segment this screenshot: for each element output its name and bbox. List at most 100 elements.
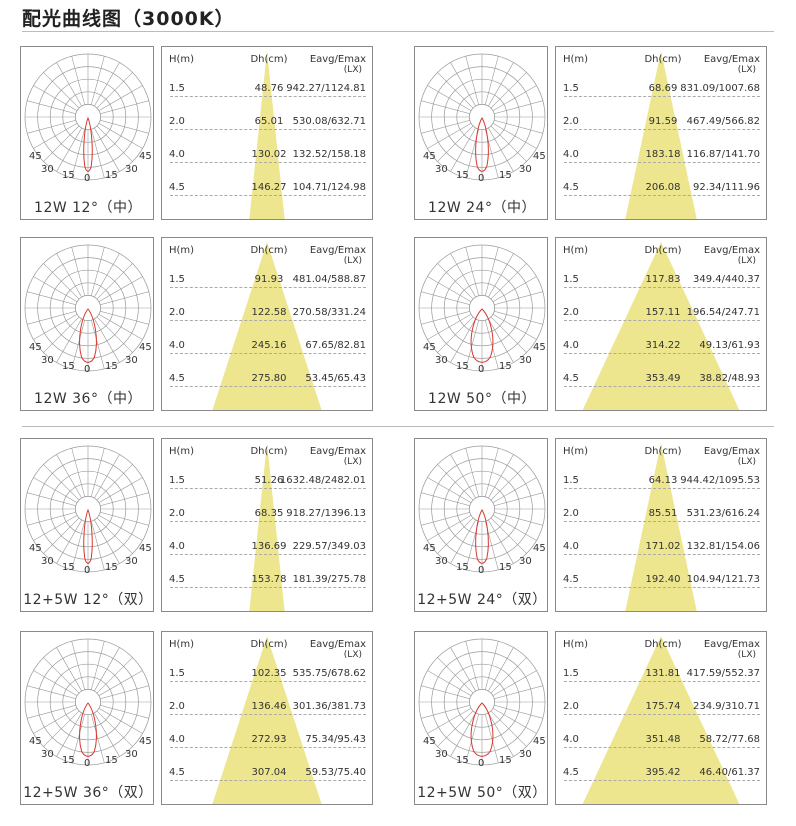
row-divider [564, 96, 760, 97]
row-height: 4.0 [563, 340, 579, 351]
row-dh: 353.49 [645, 373, 681, 384]
row-eavg: 1632.48/2482.01 [279, 475, 366, 486]
row-eavg: 301.36/381.73 [292, 701, 366, 712]
header-h: H(m) [169, 639, 195, 650]
row-eavg: 944.42/1095.53 [680, 475, 760, 486]
row-height: 4.5 [563, 373, 579, 384]
beam-cone [212, 242, 322, 410]
beam-table: H(m) Dh(cm) Eavg/Emax (LX) 1.5 117.83 349.4/44… [555, 237, 767, 411]
polar-diagram: 45 45 30 30 15 15 0 12+5W 12°（双） [20, 438, 154, 612]
beam-cone [625, 51, 697, 219]
polar-tick-label: 0 [84, 173, 90, 184]
polar-tick-label: 45 [533, 342, 546, 353]
polar-tick-label: 0 [478, 173, 484, 184]
beam-cone-shape [625, 443, 697, 611]
row-eavg: 918.27/1396.13 [286, 508, 366, 519]
header-unit: (LX) [343, 65, 362, 75]
panel-label: 12W 24°（中） [428, 200, 536, 216]
row-eavg: 38.82/48.93 [699, 373, 760, 384]
row-dh: 131.81 [645, 668, 681, 679]
beam-table: H(m) Dh(cm) Eavg/Emax (LX) 1.5 64.13 944.42/10… [555, 438, 767, 612]
row-eavg: 132.81/154.06 [686, 541, 760, 552]
row-eavg: 67.65/82.81 [305, 340, 366, 351]
header-dh: Dh(cm) [644, 54, 682, 65]
row-divider [170, 320, 366, 321]
row-dh: 183.18 [645, 149, 681, 160]
row-divider [564, 587, 760, 588]
polar-tick-label: 30 [41, 749, 54, 760]
panel-label: 12+5W 24°（双） [417, 592, 547, 608]
polar-tick-label: 15 [456, 170, 469, 181]
beam-cone-shape [249, 443, 285, 611]
polar-tick-label: 15 [499, 755, 512, 766]
candela-curve [79, 308, 97, 363]
header-unit: (LX) [737, 650, 756, 660]
row-divider [170, 780, 366, 781]
header-eavg: Eavg/Emax [309, 245, 366, 256]
beam-cone [625, 443, 697, 611]
header-unit: (LX) [737, 457, 756, 467]
row-dh: 153.78 [251, 574, 287, 585]
panel-label: 12+5W 36°（双） [23, 785, 153, 801]
polar-tick-label: 15 [62, 361, 75, 372]
row-eavg: 59.53/75.40 [305, 767, 366, 778]
polar-tick-label: 0 [84, 758, 90, 769]
polar-tick-label: 15 [456, 755, 469, 766]
header-eavg: Eavg/Emax [703, 54, 760, 65]
row-eavg: 530.08/632.71 [292, 116, 366, 127]
polar-tick-label: 45 [423, 543, 436, 554]
beam-cone-shape [625, 51, 697, 219]
header-eavg: Eavg/Emax [703, 245, 760, 256]
polar-tick-label: 45 [423, 342, 436, 353]
row-dh: 102.35 [251, 668, 287, 679]
row-eavg: 75.34/95.43 [305, 734, 366, 745]
header-eavg: Eavg/Emax [309, 446, 366, 457]
row-height: 4.0 [169, 734, 185, 745]
header-dh: Dh(cm) [644, 639, 682, 650]
row-dh: 272.93 [251, 734, 287, 745]
row-height: 2.0 [563, 701, 579, 712]
row-divider [170, 129, 366, 130]
polar-tick-label: 15 [499, 361, 512, 372]
polar-tick-label: 45 [533, 151, 546, 162]
row-divider [564, 747, 760, 748]
row-height: 1.5 [169, 475, 185, 486]
row-height: 2.0 [563, 307, 579, 318]
row-divider [564, 353, 760, 354]
row-divider [564, 681, 760, 682]
polar-tick-label: 15 [105, 361, 118, 372]
row-dh: 171.02 [645, 541, 681, 552]
panel-label: 12W 36°（中） [34, 391, 142, 407]
row-height: 4.5 [563, 182, 579, 193]
row-height: 1.5 [169, 668, 185, 679]
row-height: 4.5 [169, 574, 185, 585]
header-h: H(m) [169, 446, 195, 457]
polar-tick-label: 15 [456, 562, 469, 573]
header-dh: Dh(cm) [250, 54, 288, 65]
panel-label: 12W 50°（中） [428, 391, 536, 407]
row-eavg: 181.39/275.78 [292, 574, 366, 585]
row-divider [170, 488, 366, 489]
row-dh: 395.42 [645, 767, 681, 778]
polar-tick-label: 15 [105, 755, 118, 766]
polar-diagram: 45 45 30 30 15 15 0 12W 36°（中） [20, 237, 154, 411]
beam-table: H(m) Dh(cm) Eavg/Emax (LX) 1.5 102.35 535.75/6… [161, 631, 373, 805]
panel-label: 12W 12°（中） [34, 200, 142, 216]
row-eavg: 132.52/158.18 [292, 149, 366, 160]
row-height: 1.5 [563, 668, 579, 679]
row-dh: 175.74 [645, 701, 681, 712]
row-eavg: 531.23/616.24 [686, 508, 760, 519]
beam-cone [249, 443, 285, 611]
row-dh: 351.48 [645, 734, 681, 745]
polar-diagram: 45 45 30 30 15 15 0 12W 24°（中） [414, 46, 548, 220]
row-height: 1.5 [563, 475, 579, 486]
polar-tick-label: 30 [125, 164, 138, 175]
polar-tick-label: 30 [41, 556, 54, 567]
polar-tick-label: 45 [423, 736, 436, 747]
candela-curve [79, 702, 97, 757]
beam-cone [249, 51, 285, 219]
polar-tick-label: 45 [139, 342, 152, 353]
row-height: 4.5 [169, 373, 185, 384]
